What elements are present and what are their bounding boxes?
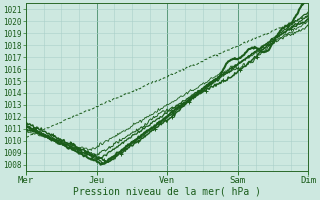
X-axis label: Pression niveau de la mer( hPa ): Pression niveau de la mer( hPa ) — [73, 187, 261, 197]
